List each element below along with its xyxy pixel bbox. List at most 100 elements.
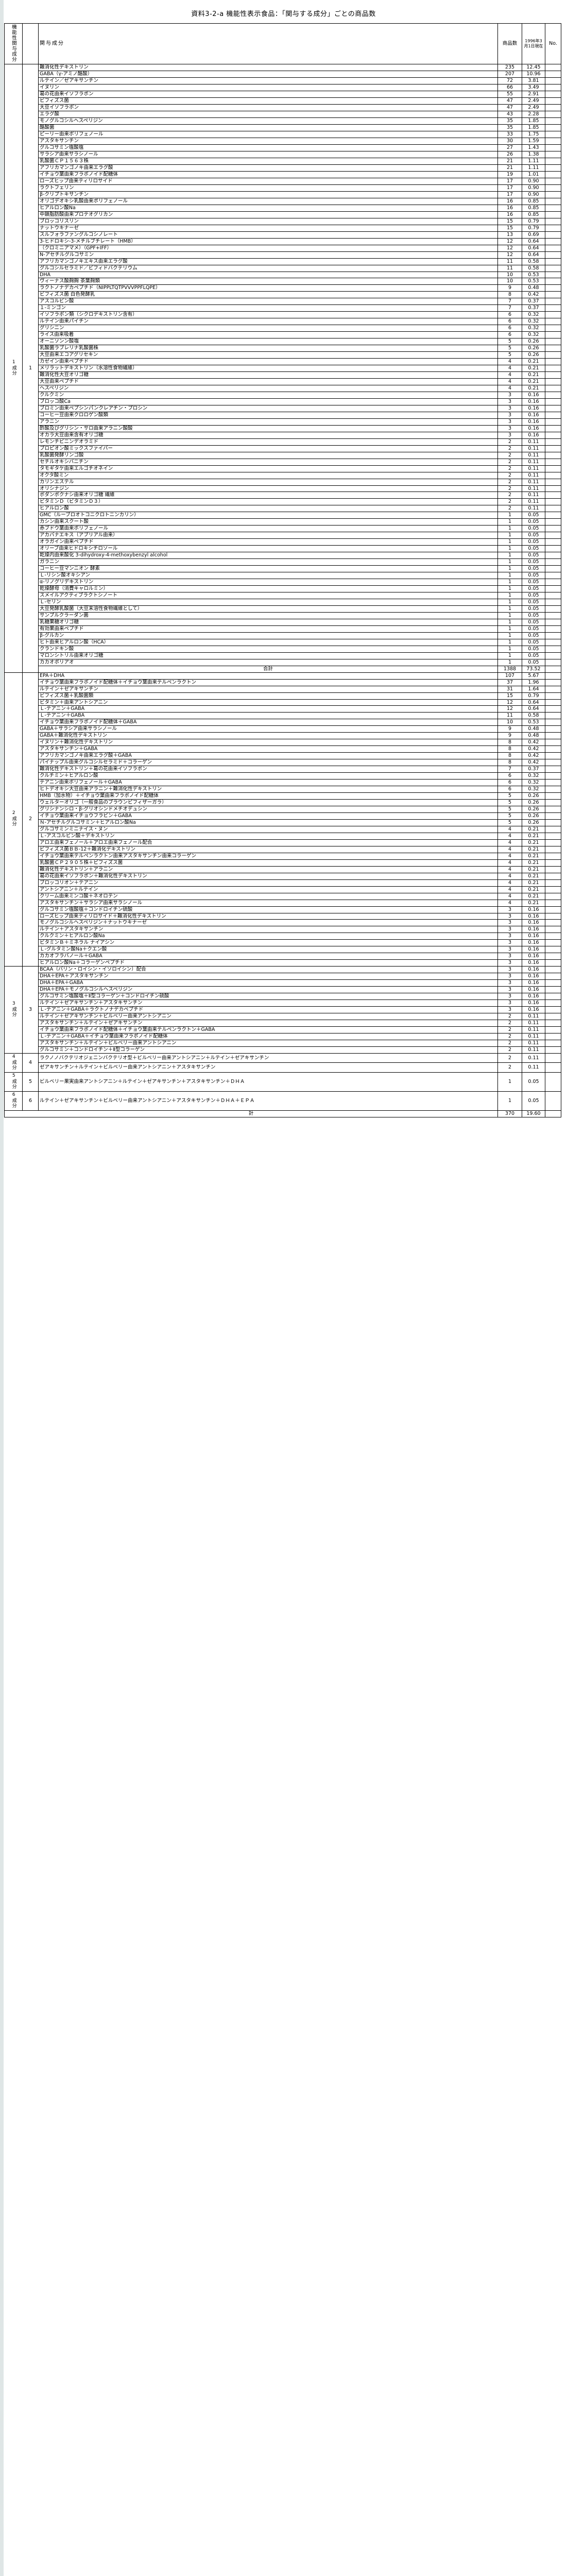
row-ingredient-name: ルテイン＋ゼアキサンチン＋ビルベリー由来アントシアニン＋アスタキサンチン＋ＤＨＡ… <box>38 1091 498 1111</box>
row-ingredient-name: アスタキサンチン＋サラシア由来サラシノール <box>38 899 498 907</box>
row-ingredient-name: クランドキン酸 <box>38 645 498 653</box>
subtotal-count: 1388 <box>497 665 522 673</box>
row-product-count: 1 <box>497 565 522 573</box>
table-row: グルコサミン塩酸塩 27 1.43 <box>5 144 561 152</box>
row-percentage: 0.90 <box>522 184 545 192</box>
row-no <box>545 699 561 706</box>
row-percentage: 0.42 <box>522 759 545 767</box>
row-product-count: 3 <box>497 425 522 432</box>
row-no <box>545 177 561 185</box>
row-percentage: 0.11 <box>522 1032 545 1040</box>
row-ingredient-name: オリーブ由来ヒドロキシチロソール <box>38 545 498 553</box>
row-product-count: 3 <box>497 411 522 419</box>
row-no <box>545 953 561 960</box>
row-ingredient-name: ライス由来吸着 <box>38 331 498 339</box>
row-product-count: 26 <box>497 151 522 159</box>
row-percentage: 0.05 <box>522 518 545 526</box>
row-product-count: 4 <box>497 852 522 860</box>
row-ingredient-name: モノグルコシルヘスペリジン <box>38 117 498 125</box>
table-row: GMC（ルーブロオトコニクロトニンカリン） 1 0.05 <box>5 512 561 519</box>
table-row: ナットウキナーゼ 15 0.79 <box>5 224 561 232</box>
row-percentage: 0.16 <box>522 404 545 412</box>
row-ingredient-name: ブロッコリオン＋テアニン <box>38 879 498 887</box>
table-row: オリゴデオキシ乳酸由来ポリフェノール 16 0.85 <box>5 197 561 205</box>
row-product-count: 2 <box>497 485 522 493</box>
row-no <box>545 866 561 873</box>
table-row: ゼアキサンチン＋ルテイン＋ビルベリー由来アントシアニン＋アスタキサンチン 2 0.1… <box>5 1062 561 1073</box>
row-percentage: 0.11 <box>522 465 545 472</box>
row-ingredient-name: ゼアキサンチン＋ルテイン＋ビルベリー由来アントシアニン＋アスタキサンチン <box>38 1062 498 1073</box>
row-ingredient-name: アカバナエキス（アプリアル由来） <box>38 532 498 539</box>
row-product-count: 6 <box>497 311 522 319</box>
row-percentage: 0.21 <box>522 899 545 907</box>
row-percentage: 0.21 <box>522 825 545 833</box>
row-percentage: 0.26 <box>522 345 545 352</box>
row-product-count: 5 <box>497 806 522 813</box>
row-ingredient-name: カカオフラバノール＋GABA <box>38 953 498 960</box>
row-no <box>545 999 561 1007</box>
row-ingredient-name: ウェルターオリゴ（一般食品のブラウンピフィザーガラ） <box>38 799 498 806</box>
table-row: 乳酸菌ＣＰ１５６３株 21 1.11 <box>5 158 561 165</box>
row-ingredient-name: N-アセチルグルコサミン <box>38 251 498 259</box>
row-no <box>545 973 561 980</box>
table-row: アスタキサンチン＋サラシア由来サラシノール 4 0.21 <box>5 899 561 907</box>
row-no <box>545 358 561 366</box>
row-no <box>545 505 561 513</box>
row-no <box>545 171 561 178</box>
row-ingredient-name: Ｌ-テアニン＋GABA <box>38 712 498 720</box>
row-ingredient-name: イヌリン＋難消化性デキストリン <box>38 739 498 747</box>
row-no <box>545 492 561 499</box>
row-no <box>545 545 561 553</box>
row-no <box>545 919 561 927</box>
row-no <box>545 939 561 947</box>
row-percentage: 0.16 <box>522 986 545 994</box>
table-row: ビフィズス菌ＢＢ-12＋難消化デキストリン 4 0.21 <box>5 845 561 853</box>
row-product-count: 2 <box>497 458 522 466</box>
row-no <box>545 652 561 659</box>
row-no <box>545 84 561 92</box>
row-percentage: 0.21 <box>522 866 545 873</box>
row-ingredient-name: グルコサミン塩酸塩 <box>38 144 498 152</box>
row-no <box>545 124 561 132</box>
table-row: ガラニン 1 0.05 <box>5 558 561 566</box>
row-ingredient-name: アフリカマンゴノキ由来エラグ酸 <box>38 164 498 172</box>
row-product-count: 15 <box>497 224 522 232</box>
row-ingredient-name: アスタキサンチン＋ルテイン＋ゼアキサンチン <box>38 1020 498 1027</box>
table-row: ルテイン／ゼアキサンチン 72 3.81 <box>5 77 561 85</box>
row-no <box>545 879 561 887</box>
row-product-count: 2 <box>497 451 522 459</box>
row-product-count: 4 <box>497 378 522 385</box>
row-product-count: 3 <box>497 966 522 974</box>
row-ingredient-name: Ｌ-グルタミン酸Na＋クエン酸 <box>38 946 498 954</box>
row-ingredient-name: 3-ヒドロキシ-3-メチルブチレート（HMB） <box>38 238 498 245</box>
table-row: ルテイン＋ゼアキサンチン 31 1.64 <box>5 685 561 693</box>
table-row: N-アセチルグルコサミン 12 0.64 <box>5 251 561 259</box>
row-percentage: 0.42 <box>522 291 545 299</box>
row-ingredient-name: GABA（γ-アミノ酪酸） <box>38 71 498 78</box>
row-product-count: 4 <box>497 886 522 893</box>
grand-total-no <box>545 1110 561 1117</box>
table-row: ラクトノナデカペプチド（NIPPLTQTPVVVPPFLQPE） 9 0.48 <box>5 284 561 292</box>
row-percentage: 0.26 <box>522 338 545 346</box>
row-percentage: 2.91 <box>522 91 545 98</box>
row-group: 1 <box>22 64 39 673</box>
table-row: ヒアルロン酸Na＋コラーゲンペプチド 3 0.16 <box>5 959 561 967</box>
row-percentage: 0.11 <box>522 438 545 446</box>
row-ingredient-name: GMC（ルーブロオトコニクロトニンカリン） <box>38 512 498 519</box>
row-no <box>545 164 561 172</box>
row-ingredient-name: 難消化性デキストリン <box>38 64 498 72</box>
row-category: 2成分 <box>4 672 23 967</box>
table-row: アスタキサンチン＋ルテイン＋ビルベリー由来アントシアニン 2 0.11 <box>5 1039 561 1047</box>
row-product-count: 33 <box>497 131 522 139</box>
row-percentage: 0.16 <box>522 398 545 405</box>
row-percentage: 0.21 <box>522 832 545 840</box>
table-row: Ｌ-アスコルビン酸＋デキストリン 4 0.21 <box>5 832 561 840</box>
row-ingredient-name: ルテイン＋ゼアキサンチン＋アスタキサンチン <box>38 999 498 1007</box>
row-ingredient-name: オリシナジン <box>38 485 498 493</box>
row-ingredient-name: 中鎖脂肪酸由来プロテオグリカン <box>38 211 498 218</box>
table-body: 1成分 1 難消化性デキストリン 235 12.45 GABA（γ-アミノ酪酸） 207 10… <box>4 64 561 1117</box>
row-percentage: 0.11 <box>522 485 545 493</box>
row-no <box>545 471 561 479</box>
table-row: GABA（γ-アミノ酪酸） 207 10.96 <box>5 71 561 78</box>
